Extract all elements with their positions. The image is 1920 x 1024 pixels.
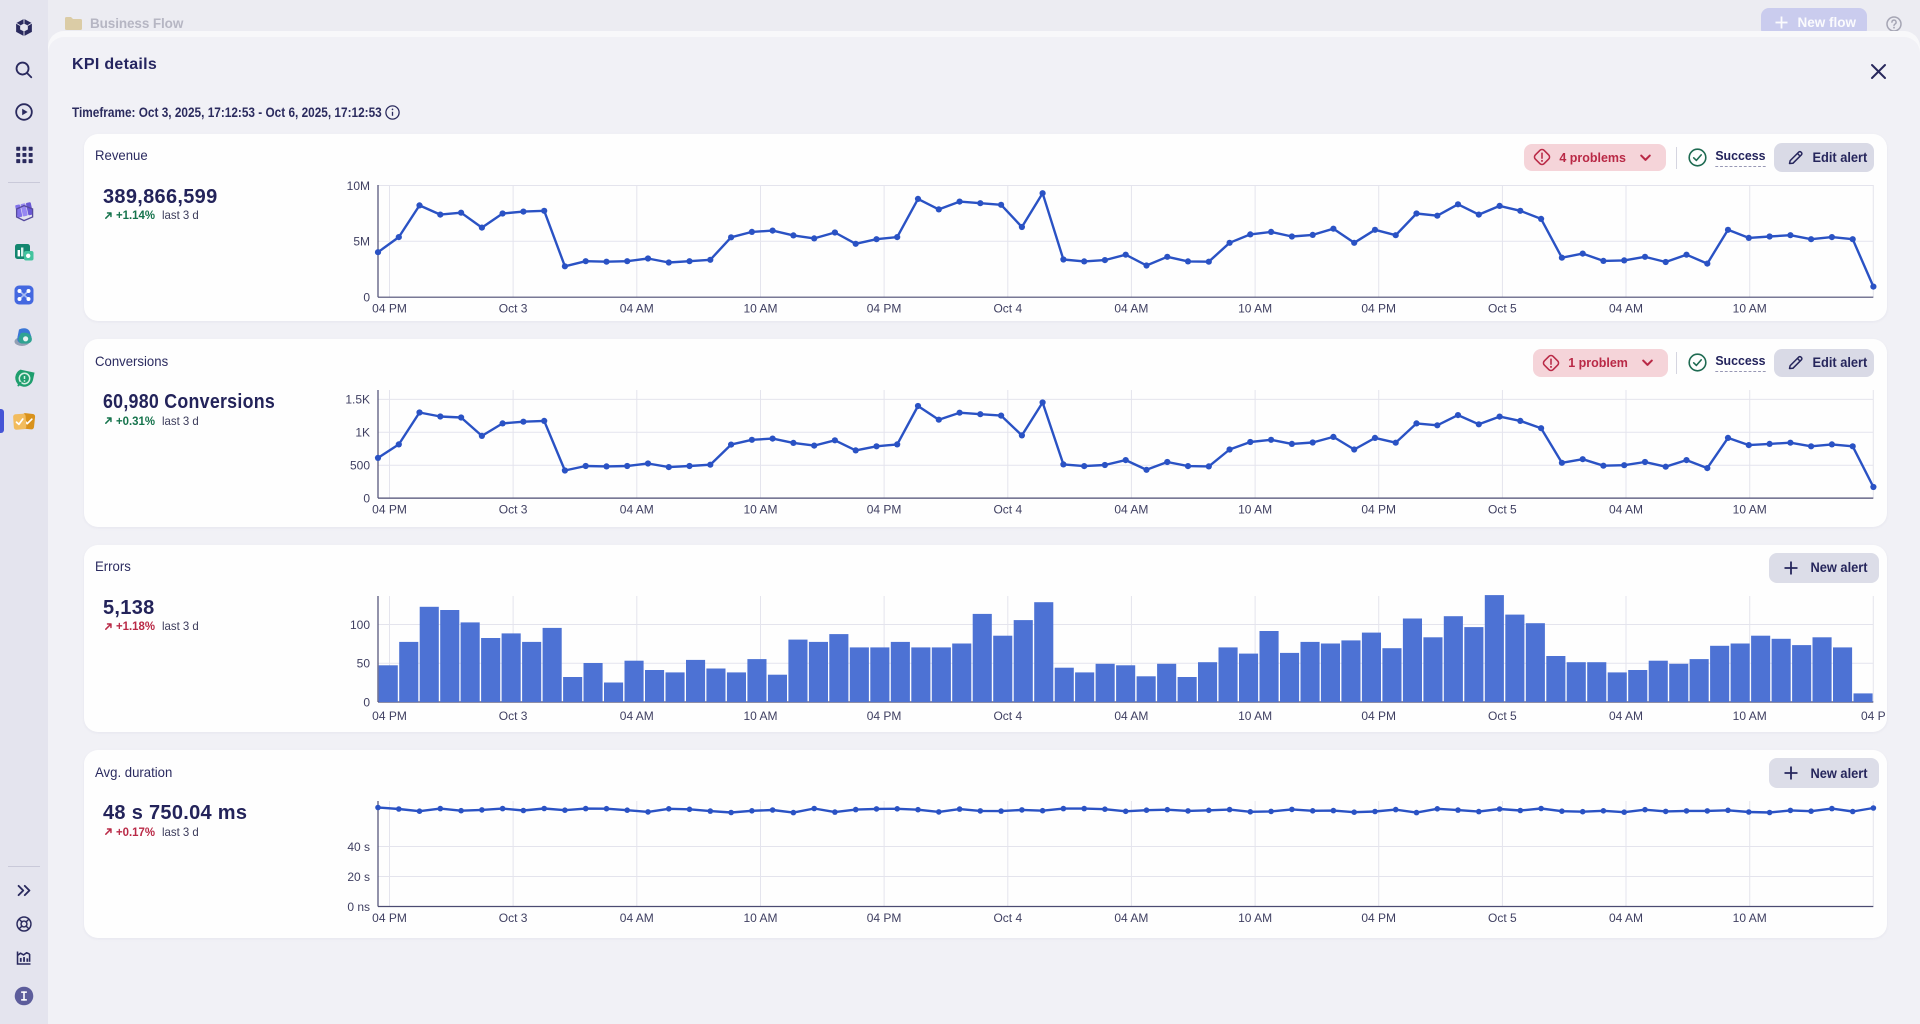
svg-text:04 AM: 04 AM <box>620 709 654 723</box>
svg-text:04 PM: 04 PM <box>867 709 902 723</box>
svg-text:1K: 1K <box>355 426 370 440</box>
svg-text:04 PM: 04 PM <box>372 911 407 925</box>
svg-text:04 PM: 04 PM <box>1361 709 1396 723</box>
svg-text:04 PM: 04 PM <box>1361 301 1396 315</box>
svg-text:10M: 10M <box>347 178 370 192</box>
svg-text:10 AM: 10 AM <box>1238 911 1272 925</box>
svg-text:10 AM: 10 AM <box>1733 709 1767 723</box>
svg-text:10 AM: 10 AM <box>743 301 777 315</box>
svg-text:40 s: 40 s <box>347 840 370 854</box>
svg-text:Oct 3: Oct 3 <box>499 503 528 517</box>
svg-text:Oct 3: Oct 3 <box>499 911 528 925</box>
svg-text:10 AM: 10 AM <box>1733 911 1767 925</box>
svg-text:500: 500 <box>350 459 370 473</box>
svg-text:04 PM: 04 PM <box>867 503 902 517</box>
svg-text:10 AM: 10 AM <box>1238 301 1272 315</box>
svg-text:04 AM: 04 AM <box>620 911 654 925</box>
svg-text:04 AM: 04 AM <box>1114 911 1148 925</box>
svg-text:04 PM: 04 PM <box>372 301 407 315</box>
svg-text:Oct 5: Oct 5 <box>1488 301 1517 315</box>
svg-text:04 AM: 04 AM <box>1114 709 1148 723</box>
svg-text:Oct 3: Oct 3 <box>499 301 528 315</box>
svg-text:Oct 4: Oct 4 <box>993 301 1022 315</box>
svg-text:04 AM: 04 AM <box>1609 709 1643 723</box>
svg-text:04 PM: 04 PM <box>1361 911 1396 925</box>
svg-text:5M: 5M <box>353 234 370 248</box>
svg-text:04 AM: 04 AM <box>1114 503 1148 517</box>
svg-text:0 ns: 0 ns <box>347 900 370 914</box>
svg-text:20 s: 20 s <box>347 870 370 884</box>
svg-text:04 AM: 04 AM <box>620 503 654 517</box>
svg-text:10 AM: 10 AM <box>1733 301 1767 315</box>
svg-text:10 AM: 10 AM <box>743 709 777 723</box>
svg-text:04 AM: 04 AM <box>1609 911 1643 925</box>
svg-text:04 PM: 04 PM <box>867 911 902 925</box>
svg-text:50: 50 <box>357 656 371 670</box>
svg-text:100: 100 <box>350 617 370 631</box>
svg-text:10 AM: 10 AM <box>1238 709 1272 723</box>
svg-text:Oct 3: Oct 3 <box>499 709 528 723</box>
svg-text:04 P: 04 P <box>1861 709 1886 723</box>
svg-text:1.5K: 1.5K <box>345 393 370 407</box>
svg-text:04 AM: 04 AM <box>1609 503 1643 517</box>
svg-text:Oct 4: Oct 4 <box>993 911 1022 925</box>
svg-text:Oct 4: Oct 4 <box>993 709 1022 723</box>
svg-text:0: 0 <box>363 695 370 709</box>
svg-text:10 AM: 10 AM <box>1238 503 1272 517</box>
svg-text:Oct 5: Oct 5 <box>1488 709 1517 723</box>
svg-text:04 AM: 04 AM <box>620 301 654 315</box>
svg-text:10 AM: 10 AM <box>1733 503 1767 517</box>
svg-text:04 PM: 04 PM <box>1361 503 1396 517</box>
svg-text:04 AM: 04 AM <box>1609 301 1643 315</box>
svg-text:Oct 4: Oct 4 <box>993 503 1022 517</box>
svg-text:10 AM: 10 AM <box>743 503 777 517</box>
svg-text:0: 0 <box>363 290 370 304</box>
svg-text:04 AM: 04 AM <box>1114 301 1148 315</box>
svg-text:04 PM: 04 PM <box>372 709 407 723</box>
svg-text:10 AM: 10 AM <box>743 911 777 925</box>
svg-text:04 PM: 04 PM <box>867 301 902 315</box>
svg-text:Oct 5: Oct 5 <box>1488 911 1517 925</box>
svg-text:0: 0 <box>363 491 370 505</box>
svg-text:04 PM: 04 PM <box>372 503 407 517</box>
svg-text:Oct 5: Oct 5 <box>1488 503 1517 517</box>
